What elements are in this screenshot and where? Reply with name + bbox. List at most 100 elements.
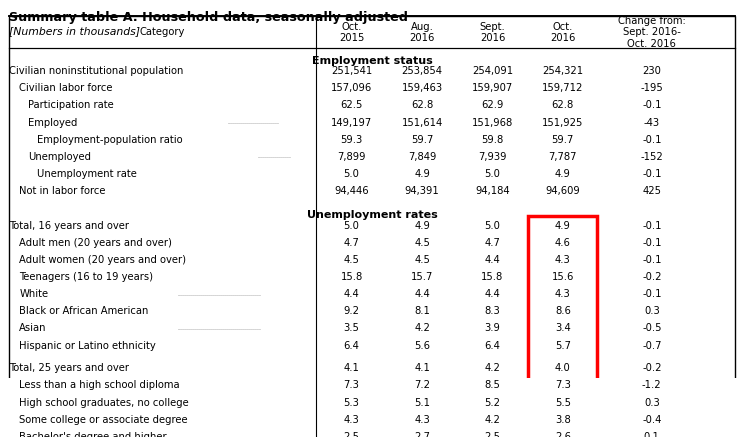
Text: 0.1: 0.1 xyxy=(644,432,660,437)
Text: 8.3: 8.3 xyxy=(484,306,500,316)
Text: 4.2: 4.2 xyxy=(484,415,501,425)
Text: 4.9: 4.9 xyxy=(555,221,571,231)
Text: Category: Category xyxy=(140,28,185,38)
Text: 151,925: 151,925 xyxy=(542,118,583,128)
Text: 7.2: 7.2 xyxy=(414,381,430,391)
Text: 15.8: 15.8 xyxy=(481,272,504,282)
Text: 7.3: 7.3 xyxy=(344,381,359,391)
Text: -0.1: -0.1 xyxy=(642,169,661,179)
Text: High school graduates, no college: High school graduates, no college xyxy=(19,398,189,408)
Text: Civilian labor force: Civilian labor force xyxy=(19,83,112,93)
Text: 5.0: 5.0 xyxy=(484,221,501,231)
Text: -0.1: -0.1 xyxy=(642,289,661,299)
Text: 4.9: 4.9 xyxy=(414,221,430,231)
Text: [Numbers in thousands]: [Numbers in thousands] xyxy=(9,26,140,36)
Text: 3.4: 3.4 xyxy=(555,323,571,333)
Text: 8.1: 8.1 xyxy=(414,306,430,316)
Text: 6.4: 6.4 xyxy=(344,340,359,350)
Text: 4.4: 4.4 xyxy=(344,289,359,299)
Text: 15.6: 15.6 xyxy=(552,272,574,282)
Text: Adult men (20 years and over): Adult men (20 years and over) xyxy=(19,238,172,248)
Text: Teenagers (16 to 19 years): Teenagers (16 to 19 years) xyxy=(19,272,153,282)
Text: Employed: Employed xyxy=(28,118,77,128)
Text: 151,968: 151,968 xyxy=(472,118,513,128)
Text: -0.1: -0.1 xyxy=(642,135,661,145)
Text: 253,854: 253,854 xyxy=(402,66,443,76)
Text: 4.3: 4.3 xyxy=(344,415,359,425)
Text: Adult women (20 years and over): Adult women (20 years and over) xyxy=(19,255,186,265)
Text: Summary table A. Household data, seasonally adjusted: Summary table A. Household data, seasona… xyxy=(9,11,408,24)
Text: Sept.
2016: Sept. 2016 xyxy=(480,22,505,43)
Text: 9.2: 9.2 xyxy=(344,306,359,316)
Text: 5.2: 5.2 xyxy=(484,398,501,408)
Text: 94,184: 94,184 xyxy=(475,186,510,196)
Text: -0.1: -0.1 xyxy=(642,221,661,231)
Text: 4.5: 4.5 xyxy=(414,255,430,265)
Text: 0.3: 0.3 xyxy=(644,398,660,408)
Text: 4.3: 4.3 xyxy=(555,289,571,299)
Text: Civilian noninstitutional population: Civilian noninstitutional population xyxy=(9,66,183,76)
Text: -0.1: -0.1 xyxy=(642,238,661,248)
Text: 94,446: 94,446 xyxy=(334,186,369,196)
Text: 149,197: 149,197 xyxy=(331,118,372,128)
Text: 7.3: 7.3 xyxy=(555,381,571,391)
Text: 5.0: 5.0 xyxy=(484,169,501,179)
Text: Hispanic or Latino ethnicity: Hispanic or Latino ethnicity xyxy=(19,340,156,350)
Text: Participation rate: Participation rate xyxy=(28,101,114,111)
Text: Oct.
2016: Oct. 2016 xyxy=(550,22,576,43)
Text: -1.2: -1.2 xyxy=(642,381,661,391)
Text: 59.8: 59.8 xyxy=(481,135,504,145)
Text: -43: -43 xyxy=(644,118,660,128)
Text: 4.1: 4.1 xyxy=(344,363,359,373)
Text: Bachelor's degree and higher: Bachelor's degree and higher xyxy=(19,432,167,437)
Text: ..........................................: ........................................… xyxy=(177,291,261,297)
Text: 4.0: 4.0 xyxy=(555,363,571,373)
Text: 5.0: 5.0 xyxy=(344,221,359,231)
Text: 230: 230 xyxy=(642,66,661,76)
Text: 4.2: 4.2 xyxy=(414,323,430,333)
Text: 7,899: 7,899 xyxy=(337,152,366,162)
Text: Unemployment rates: Unemployment rates xyxy=(307,210,437,220)
Bar xyxy=(528,215,597,437)
Text: Less than a high school diploma: Less than a high school diploma xyxy=(19,381,180,391)
Text: 62.9: 62.9 xyxy=(481,101,504,111)
Text: -195: -195 xyxy=(641,83,663,93)
Text: 157,096: 157,096 xyxy=(331,83,372,93)
Text: 5.3: 5.3 xyxy=(344,398,359,408)
Text: 5.1: 5.1 xyxy=(414,398,430,408)
Text: 5.0: 5.0 xyxy=(344,169,359,179)
Text: 7,849: 7,849 xyxy=(408,152,436,162)
Text: 159,907: 159,907 xyxy=(472,83,513,93)
Text: White: White xyxy=(19,289,48,299)
Text: 4.4: 4.4 xyxy=(414,289,430,299)
Text: 4.3: 4.3 xyxy=(414,415,430,425)
Text: Asian: Asian xyxy=(19,323,47,333)
Text: 8.6: 8.6 xyxy=(555,306,571,316)
Text: Employment status: Employment status xyxy=(312,55,432,66)
Text: Total, 16 years and over: Total, 16 years and over xyxy=(9,221,129,231)
Text: 4.5: 4.5 xyxy=(414,238,430,248)
Text: 4.4: 4.4 xyxy=(484,255,500,265)
Text: -0.2: -0.2 xyxy=(642,272,661,282)
Text: 4.5: 4.5 xyxy=(344,255,359,265)
Text: 94,609: 94,609 xyxy=(545,186,580,196)
Text: .................: ................. xyxy=(257,154,291,160)
Text: -0.5: -0.5 xyxy=(642,323,661,333)
Text: 3.9: 3.9 xyxy=(484,323,501,333)
Text: Employment-population ratio: Employment-population ratio xyxy=(37,135,182,145)
Text: 6.4: 6.4 xyxy=(484,340,501,350)
Text: 5.7: 5.7 xyxy=(555,340,571,350)
Text: 94,391: 94,391 xyxy=(405,186,440,196)
Text: 4.1: 4.1 xyxy=(414,363,430,373)
Text: 4.2: 4.2 xyxy=(484,363,501,373)
Text: 3.8: 3.8 xyxy=(555,415,571,425)
Text: Unemployed: Unemployed xyxy=(28,152,91,162)
Text: 151,614: 151,614 xyxy=(402,118,443,128)
Text: Unemployment rate: Unemployment rate xyxy=(37,169,137,179)
Text: 62.8: 62.8 xyxy=(552,101,574,111)
Text: 4.3: 4.3 xyxy=(555,255,571,265)
Text: 59.7: 59.7 xyxy=(411,135,433,145)
Text: Oct.
2015: Oct. 2015 xyxy=(339,22,365,43)
Text: 5.6: 5.6 xyxy=(414,340,430,350)
Text: 7,939: 7,939 xyxy=(478,152,507,162)
